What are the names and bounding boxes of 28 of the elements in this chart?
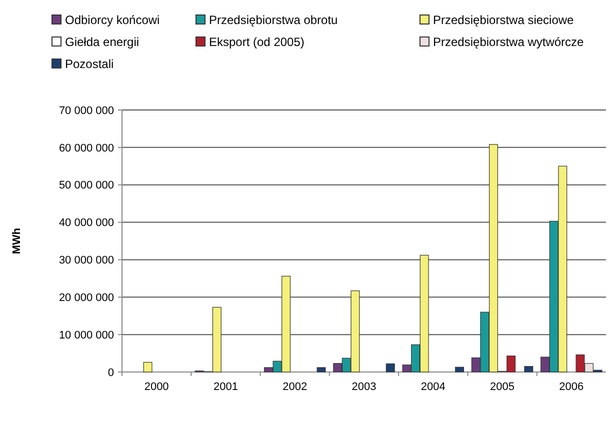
y-tick-label: 0 <box>108 366 114 379</box>
bar <box>386 363 395 372</box>
y-tick-label: 40 000 000 <box>58 217 114 230</box>
bar <box>455 366 464 372</box>
x-tick-label: 2003 <box>352 381 376 393</box>
bar <box>524 366 534 372</box>
legend-label: Odbiorcy końcowi <box>65 13 160 28</box>
x-tick-label: 2004 <box>420 381 446 393</box>
x-tick-label: 2000 <box>144 381 169 393</box>
y-tick-label: 50 000 000 <box>58 180 114 192</box>
x-tick-label: 2005 <box>490 381 515 393</box>
legend-label: Przedsiębiorstwa wytwórcze <box>433 35 584 50</box>
x-tick-label: 2001 <box>213 381 238 393</box>
y-tick-label: 60 000 000 <box>58 142 114 154</box>
y-tick-label: 70 000 000 <box>58 104 114 117</box>
bar <box>143 362 152 372</box>
bar <box>316 367 326 372</box>
x-tick-label: 2006 <box>559 381 584 393</box>
legend-label: Przedsiębiorstwa sieciowe <box>433 13 574 28</box>
legend-label: Giełda energii <box>65 35 140 50</box>
legend-label: Pozostali <box>65 57 114 72</box>
y-tick-label: 20 000 000 <box>58 292 114 304</box>
legend-label: Przedsiębiorstwa obrotu <box>209 13 338 28</box>
y-axis-title: MWh <box>11 228 23 254</box>
y-tick-label: 10 000 000 <box>58 329 114 342</box>
x-tick-label: 2002 <box>282 381 308 393</box>
legend-label: Eksport (od 2005) <box>209 35 304 50</box>
y-tick-label: 30 000 000 <box>58 254 114 267</box>
